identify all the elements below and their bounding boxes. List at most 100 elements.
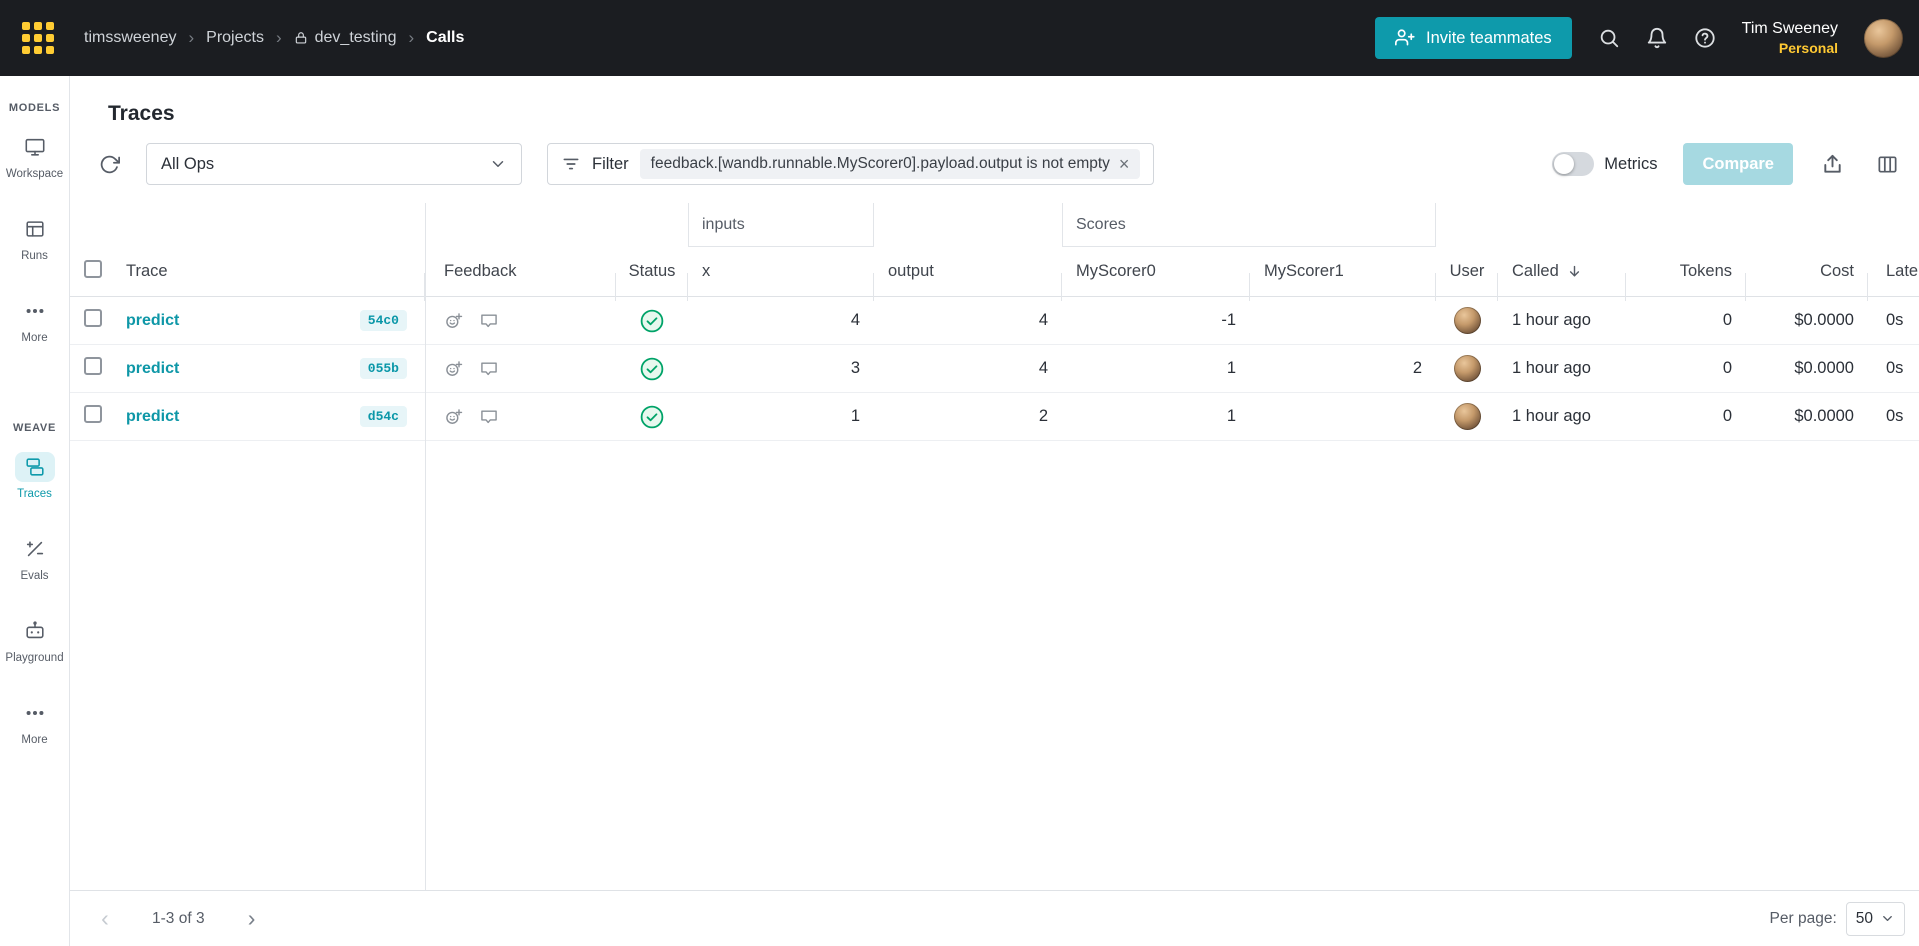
sidebar-section-models: MODELS [8, 102, 61, 114]
columns-grid-icon [1878, 155, 1897, 173]
column-header-output[interactable]: output [874, 262, 1062, 301]
comment-icon [481, 313, 497, 327]
previous-page-button[interactable]: ‹ [92, 907, 118, 930]
comment-icon [481, 361, 497, 375]
cell-cost: $0.0000 [1794, 359, 1854, 377]
more-dots-icon [26, 308, 43, 314]
status-success-icon [640, 405, 664, 428]
cell-output: 2 [1038, 407, 1048, 425]
add-reaction-button[interactable] [444, 407, 464, 427]
row-checkbox[interactable] [84, 357, 102, 375]
trace-id-badge: 54c0 [359, 310, 407, 331]
per-page-label: Per page: [1769, 909, 1837, 927]
row-user-avatar [1453, 403, 1481, 430]
column-settings-button[interactable] [1876, 153, 1899, 176]
compare-button[interactable]: Compare [1683, 143, 1793, 185]
ops-filter-select[interactable]: All Ops [146, 143, 522, 185]
remove-filter-icon[interactable]: × [1118, 154, 1130, 174]
export-button[interactable] [1821, 153, 1844, 176]
trace-op-link[interactable]: predict [126, 407, 180, 425]
column-header-feedback[interactable]: Feedback [425, 262, 616, 301]
page-title: Traces [108, 102, 175, 125]
runs-table-icon [25, 221, 44, 237]
column-header-myscorer0[interactable]: MyScorer0 [1062, 262, 1250, 301]
column-header-user[interactable]: User [1436, 262, 1498, 301]
column-header-myscorer1[interactable]: MyScorer1 [1250, 262, 1436, 301]
row-checkbox[interactable] [84, 309, 102, 327]
cell-x: 4 [850, 311, 860, 329]
workspace-icon [25, 138, 44, 156]
column-header-called[interactable]: Called [1498, 262, 1626, 301]
notifications-bell-icon[interactable] [1646, 27, 1668, 49]
sidebar-item-runs[interactable]: Runs [15, 214, 55, 262]
breadcrumb: timssweeney › Projects › dev_testing › C… [84, 28, 464, 48]
trace-op-link[interactable]: predict [126, 311, 180, 329]
trace-id-badge: 055b [359, 358, 407, 379]
trace-op-link[interactable]: predict [126, 359, 180, 377]
column-header-tokens[interactable]: Tokens [1626, 262, 1746, 301]
cell-output: 4 [1038, 311, 1048, 329]
column-header-x[interactable]: x [688, 262, 874, 301]
refresh-button[interactable] [92, 147, 126, 181]
sidebar-item-workspace[interactable]: Workspace [6, 132, 63, 180]
cell-myscorer1: 2 [1412, 359, 1422, 377]
status-success-icon [640, 309, 664, 332]
column-header-trace[interactable]: Trace [126, 262, 425, 301]
sidebar-item-more-models[interactable]: More [15, 296, 55, 344]
top-navbar: timssweeney › Projects › dev_testing › C… [0, 0, 1919, 76]
sidebar-item-playground[interactable]: Playground [5, 616, 64, 664]
sort-desc-icon [1569, 265, 1579, 277]
next-page-button[interactable]: › [239, 907, 265, 930]
per-page-select[interactable]: 50 [1845, 901, 1905, 936]
sidebar-item-more-weave[interactable]: More [15, 698, 55, 746]
help-icon[interactable] [1694, 27, 1716, 49]
user-plan-label: Personal [1778, 40, 1838, 57]
row-checkbox[interactable] [84, 405, 102, 423]
select-all-checkbox[interactable] [84, 260, 102, 278]
cell-x: 3 [850, 359, 860, 377]
cell-latency: 0s [1886, 311, 1904, 329]
invite-teammates-button[interactable]: Invite teammates [1375, 17, 1572, 59]
sidebar-item-traces[interactable]: Traces [14, 452, 55, 500]
lock-icon [295, 32, 306, 44]
column-header-cost[interactable]: Cost [1746, 262, 1868, 301]
main-content: Traces All Ops Filter feedback.[wandb.ru… [70, 76, 1919, 946]
table-row[interactable]: predict d54c 1 2 1 1 hour ago 0 $0.0000 … [70, 393, 1919, 441]
sidebar-item-evals[interactable]: Evals [15, 534, 55, 582]
breadcrumb-project[interactable]: dev_testing [294, 29, 396, 47]
filter-chip[interactable]: feedback.[wandb.runnable.MyScorer0].payl… [639, 149, 1141, 179]
emoji-plus-icon [446, 360, 463, 376]
trace-id-badge: d54c [359, 406, 407, 427]
add-note-button[interactable] [479, 359, 499, 379]
column-header-latency[interactable]: Latency [1886, 262, 1919, 280]
column-group-inputs: inputs [688, 203, 874, 247]
column-header-status[interactable]: Status [616, 262, 688, 301]
breadcrumb-current-page[interactable]: Calls [426, 29, 465, 46]
cell-tokens: 0 [1722, 359, 1732, 377]
table-row[interactable]: predict 54c0 4 4 -1 1 hour ago 0 $0.0000… [70, 297, 1919, 345]
cell-latency: 0s [1886, 407, 1904, 425]
cell-cost: $0.0000 [1794, 311, 1854, 329]
user-avatar[interactable] [1864, 18, 1903, 58]
add-note-button[interactable] [479, 407, 499, 427]
more-dots-icon [26, 710, 43, 716]
add-reaction-button[interactable] [444, 359, 464, 379]
evals-icon [26, 541, 43, 557]
left-sidebar: MODELS Workspace Runs More WEAVE Traces … [0, 76, 70, 946]
user-menu[interactable]: Tim Sweeney Personal [1742, 19, 1838, 58]
add-reaction-button[interactable] [444, 311, 464, 331]
cell-myscorer0: 1 [1226, 359, 1236, 377]
add-note-button[interactable] [479, 311, 499, 331]
breadcrumb-entity[interactable]: timssweeney [84, 29, 177, 46]
cell-cost: $0.0000 [1794, 407, 1854, 425]
search-icon[interactable] [1598, 27, 1620, 49]
wandb-logo[interactable] [22, 22, 54, 54]
breadcrumb-separator: › [188, 28, 195, 47]
cell-tokens: 0 [1722, 311, 1732, 329]
metrics-toggle[interactable] [1552, 152, 1595, 176]
table-row[interactable]: predict 055b 3 4 1 2 1 hour ago 0 $0.000… [70, 345, 1919, 393]
filter-bar[interactable]: Filter feedback.[wandb.runnable.MyScorer… [547, 143, 1155, 185]
cell-tokens: 0 [1722, 407, 1732, 425]
chevron-down-icon [1883, 916, 1892, 921]
breadcrumb-projects[interactable]: Projects [206, 29, 264, 46]
